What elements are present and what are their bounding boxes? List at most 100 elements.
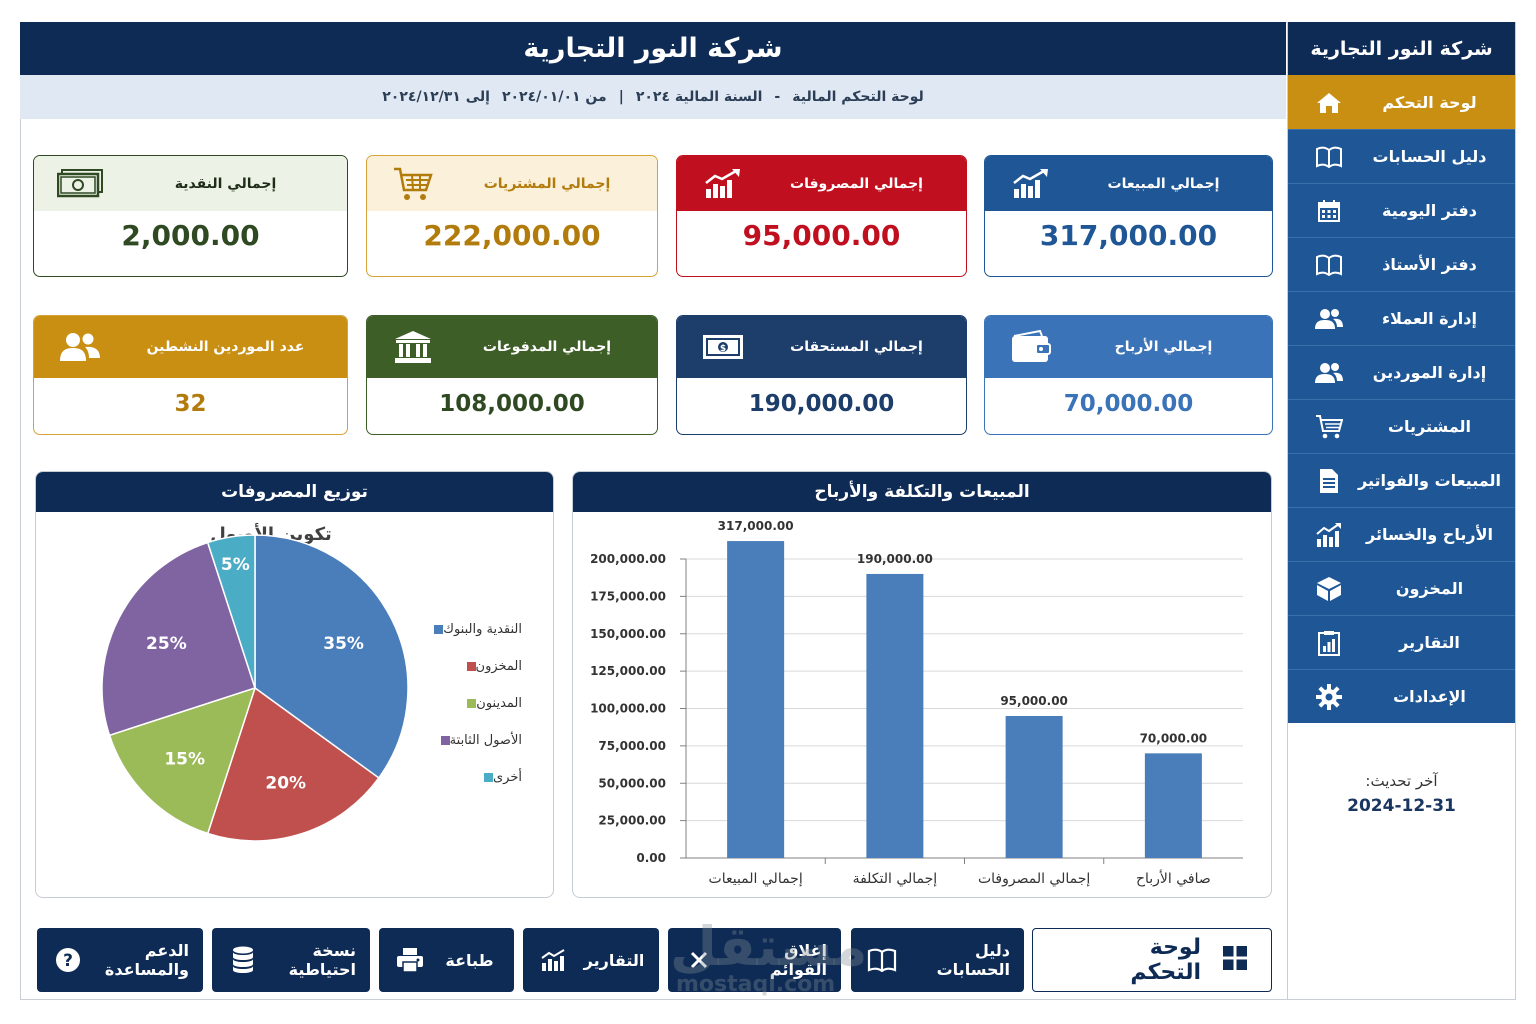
button-label: إغلاق القوائم: [769, 941, 827, 979]
help-icon: ?: [51, 943, 85, 977]
y-tick-label: 150,000.00: [590, 627, 666, 641]
calendar-icon: [1314, 196, 1344, 226]
sidebar-item-label: الأرباح والخسائر: [1366, 525, 1493, 544]
subtitle-from: من ٢٠٢٤/٠١/٠١: [501, 89, 607, 105]
legend-label: المدينون: [476, 696, 522, 711]
bar-value-label: 70,000.00: [1140, 731, 1208, 745]
button-label: لوحة التحكم: [1130, 935, 1201, 985]
pie-slice: [206, 686, 380, 842]
legend-swatch: [467, 699, 477, 708]
grid-icon: [1223, 946, 1251, 974]
panel-title: المبيعات والتكلفة والأرباح: [573, 472, 1271, 512]
x-tick-label: صافي الأرباح: [1136, 869, 1211, 887]
sidebar-item-label: المشتريات: [1387, 417, 1472, 436]
kpi-value: 95,000.00: [742, 219, 901, 252]
home-icon: [1314, 88, 1344, 118]
legend-label: المخزون: [475, 659, 522, 674]
button-label: طباعة: [445, 950, 494, 970]
chart-up-icon: [1314, 520, 1344, 550]
dashboard-button[interactable]: لوحة التحكم: [1032, 928, 1272, 992]
legend-label: أخرى: [493, 770, 522, 785]
report-icon: [1314, 628, 1344, 658]
expenses-distribution-panel: توزيع المصروفات تكوين الأصول 35% 20% 15% 25…: [35, 471, 554, 898]
y-tick-label: 100,000.00: [590, 702, 666, 716]
legend-item: الأصول الثابتة: [435, 733, 522, 748]
close-icon: [682, 943, 716, 977]
x-tick-label: إجمالي التكلفة: [853, 871, 938, 887]
box-icon: [1314, 574, 1344, 604]
kpi-title: إجمالي الأرباح: [1114, 339, 1213, 355]
sidebar-item-profit-loss[interactable]: الأرباح والخسائر: [1288, 507, 1515, 561]
sidebar-item-chart-of-accounts[interactable]: دليل الحسابات: [1288, 129, 1515, 183]
kpi-value: 32: [174, 391, 207, 417]
sidebar-item-sales-invoices[interactable]: المبيعات والفواتير: [1288, 453, 1515, 507]
sidebar-item-label: المبيعات والفواتير: [1358, 471, 1501, 490]
legend-swatch: [434, 625, 444, 634]
print-button[interactable]: طباعة: [379, 928, 514, 992]
bank-icon: [389, 327, 437, 367]
pie-slice-label: 35%: [323, 634, 364, 654]
y-tick-label: 175,000.00: [590, 589, 666, 603]
pie-slice: [108, 686, 257, 835]
subtitle-dashboard: لوحة التحكم المالية: [792, 89, 924, 105]
bar: [727, 541, 785, 858]
sidebar-item-inventory[interactable]: المخزون: [1288, 561, 1515, 615]
kpi-value: 70,000.00: [1063, 391, 1194, 417]
sidebar-item-label: دفتر الأستاذ: [1382, 255, 1477, 274]
reports-button[interactable]: التقارير: [523, 928, 659, 992]
sidebar: شركة النور التجارية لوحة التحكم دليل الح…: [1287, 22, 1515, 999]
panel-title: توزيع المصروفات: [36, 472, 553, 512]
cart-icon: [389, 164, 437, 204]
sidebar-title: شركة النور التجارية: [1288, 22, 1515, 75]
help-support-button[interactable]: ? الدعم والمساعدة: [37, 928, 203, 992]
sidebar-item-customers[interactable]: إدارة العملاء: [1288, 291, 1515, 345]
pie-slice-label: 25%: [146, 634, 187, 654]
y-tick-label: 125,000.00: [590, 664, 666, 678]
legend-item: النقدية والبنوك: [428, 622, 522, 637]
sidebar-item-label: المخزون: [1395, 579, 1464, 598]
cart-icon: [1314, 412, 1344, 442]
kpi-title: عدد الموردين النشطين: [146, 339, 305, 355]
sidebar-item-purchases[interactable]: المشتريات: [1288, 399, 1515, 453]
kpi-card-total-expenses: إجمالي المصروفات 95,000.00: [676, 155, 967, 277]
kpi-title: إجمالي النقدية: [174, 175, 277, 192]
pie-slice: [206, 534, 256, 689]
users-icon: [56, 327, 104, 367]
kpi-card-total-payments: إجمالي المدفوعات 108,000.00: [366, 315, 658, 435]
kpi-title: إجمالي المدفوعات: [482, 339, 612, 355]
subtitle-year: السنة المالية ٢٠٢٤: [635, 89, 763, 105]
sidebar-item-reports[interactable]: التقارير: [1288, 615, 1515, 669]
cash-icon: [56, 164, 104, 204]
trend-up-icon: [699, 164, 747, 204]
database-icon: [226, 943, 260, 977]
sidebar-item-journal[interactable]: دفتر اليومية: [1288, 183, 1515, 237]
button-label: التقارير: [583, 950, 645, 970]
backup-button[interactable]: نسخة احتياطية: [212, 928, 370, 992]
trend-up-icon: [1007, 164, 1055, 204]
pie-slice: [101, 541, 256, 737]
chart-of-accounts-button[interactable]: دليل الحسابات: [851, 928, 1024, 992]
sidebar-item-settings[interactable]: الإعدادات: [1288, 669, 1515, 723]
kpi-value: 2,000.00: [121, 219, 260, 252]
sidebar-item-suppliers[interactable]: إدارة الموردين: [1288, 345, 1515, 399]
sidebar-item-label: الإعدادات: [1393, 687, 1466, 706]
pie-slice-label: 5%: [221, 555, 250, 575]
sidebar-item-ledger[interactable]: دفتر الأستاذ: [1288, 237, 1515, 291]
y-tick-label: 25,000.00: [598, 814, 666, 828]
sales-cost-profit-panel: المبيعات والتكلفة والأرباح 0.00 25,000.00…: [572, 471, 1272, 898]
book-icon: [865, 943, 899, 977]
x-tick-label: إجمالي المبيعات: [709, 871, 803, 887]
bar: [1005, 715, 1063, 858]
sidebar-item-dashboard[interactable]: لوحة التحكم: [1288, 75, 1515, 129]
sidebar-item-label: إدارة الموردين: [1372, 363, 1487, 382]
bar-value-label: 317,000.00: [718, 519, 794, 533]
bar-chart: 0.00 25,000.00 50,000.00 75,000.00 100,000.0…: [590, 519, 1243, 887]
pie-slice-label: 15%: [164, 749, 205, 769]
subtitle-separator: |: [618, 89, 624, 105]
x-tick-label: إجمالي المصروفات: [978, 871, 1090, 887]
button-label: دليل الحسابات: [936, 941, 1010, 979]
close-lists-button[interactable]: إغلاق القوائم: [668, 928, 841, 992]
users-icon: [1314, 358, 1344, 388]
wallet-icon: [1007, 327, 1055, 367]
bar: [866, 573, 924, 858]
